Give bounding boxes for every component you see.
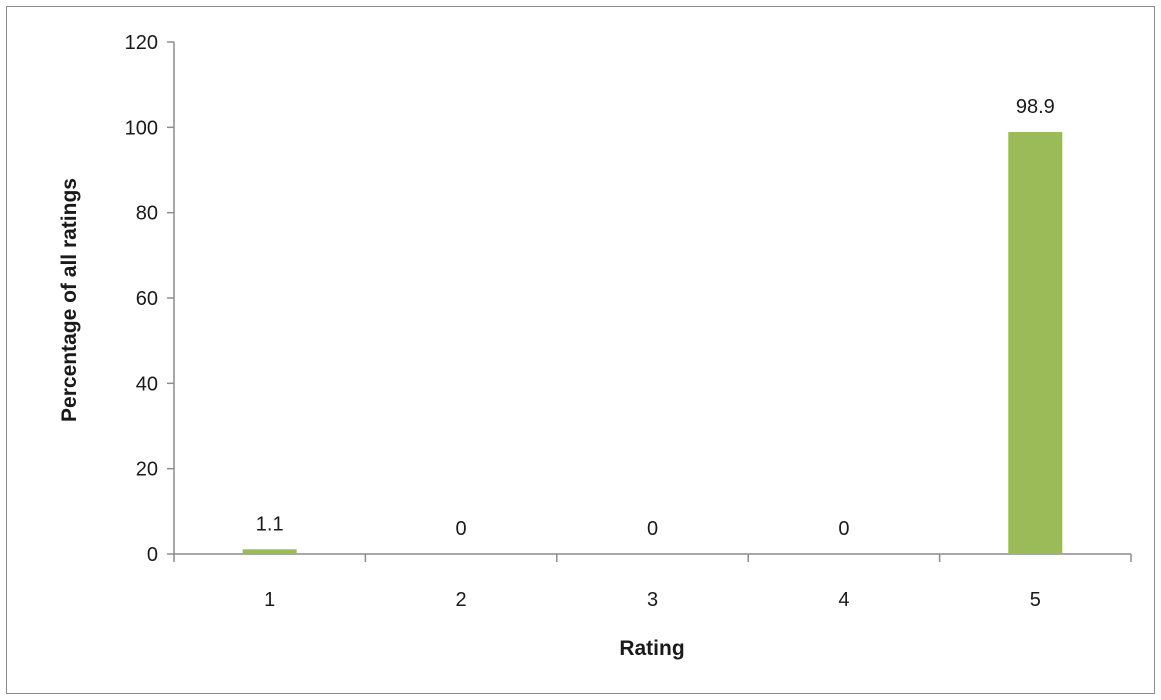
x-tick-label: 1 [264, 589, 275, 611]
y-axis: 0 20 40 60 80 100 120 [125, 32, 175, 566]
data-label: 98.9 [1016, 96, 1055, 118]
x-tick-label: 5 [1030, 589, 1041, 611]
data-label: 0 [456, 518, 467, 540]
data-label: 0 [647, 518, 658, 540]
y-tick-label: 0 [147, 544, 158, 566]
x-tick-label: 2 [456, 589, 467, 611]
x-axis: 1 2 3 4 5 [173, 553, 1132, 611]
chart-frame [6, 6, 1155, 694]
y-tick-label: 80 [136, 203, 158, 225]
bar-rating-5 [1008, 132, 1063, 554]
y-tick-label: 20 [136, 459, 158, 481]
x-tick-label: 4 [838, 589, 849, 611]
y-axis-title: Percentage of all ratings [58, 178, 81, 422]
x-axis-title: Rating [619, 637, 684, 660]
data-labels: 1.1 0 0 0 98.9 [256, 96, 1055, 540]
bars [242, 132, 1063, 554]
data-label: 1.1 [256, 513, 284, 535]
x-tick-label: 3 [647, 589, 658, 611]
y-tick-label: 40 [136, 373, 158, 395]
y-tick-label: 120 [125, 32, 158, 54]
y-tick-label: 60 [136, 288, 158, 310]
data-label: 0 [838, 518, 849, 540]
y-tick-label: 100 [125, 117, 158, 139]
bar-rating-1 [242, 549, 297, 554]
